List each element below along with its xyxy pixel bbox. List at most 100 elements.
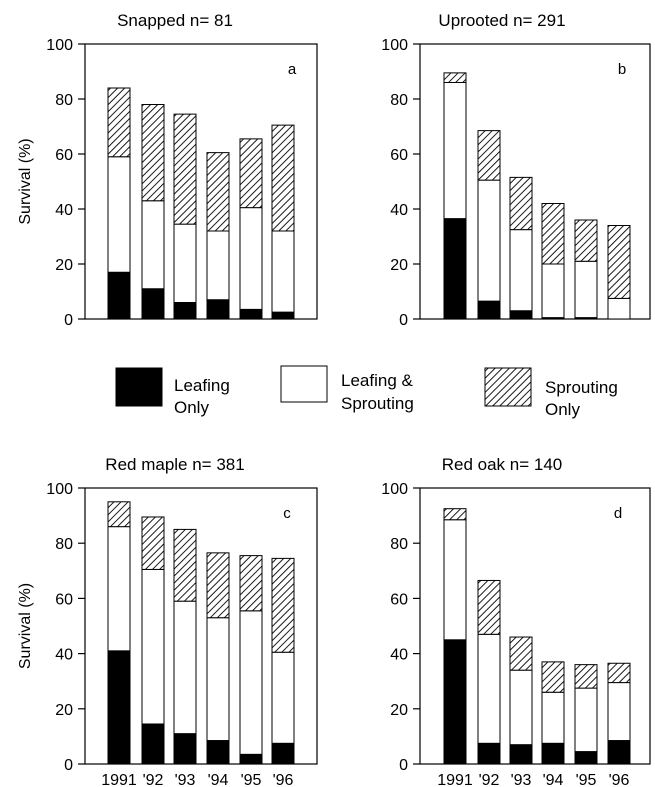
panel-c-bar-0-leafing-only [107, 650, 131, 765]
panel-c-bar-3-sprouting-only [206, 552, 230, 619]
legend-label-sprouting-only-line1: Sprouting [545, 378, 618, 397]
panel-d-frame [419, 487, 651, 765]
panel-b-bar-0-leafing-sprouting [443, 82, 467, 220]
panel-c-ytick-label: 80 [55, 536, 73, 553]
legend-swatch-sprouting-only [484, 367, 532, 407]
panel-d-bar-4-sprouting-only [574, 664, 598, 689]
panel-c-xtick-label: '93 [175, 772, 196, 787]
panel-d-bar-0-leafing-sprouting [443, 519, 467, 641]
panel-c-ytick-label: 60 [55, 591, 73, 608]
panel-a-bar-3-leafing-sprouting [206, 230, 230, 301]
panel-b-title: Uprooted n= 291 [438, 11, 565, 30]
panel-b-ytick-label: 20 [390, 257, 408, 274]
panel-b-bar-1-leafing-sprouting [477, 179, 501, 302]
panel-c-bar-2-sprouting-only [173, 528, 197, 602]
panel-b-letter: b [618, 61, 626, 78]
panel-b: Uprooted n= 291 b 0 20 40 60 80 100 [381, 11, 651, 329]
panel-a-ytick-label: 20 [55, 257, 73, 274]
panel-d-ytick-label: 40 [390, 647, 408, 664]
panel-b-bar-1-sprouting-only [477, 130, 501, 181]
panel-a-frame [84, 43, 318, 320]
panel-c-bar-2-leafing-sprouting [173, 600, 197, 735]
panel-a-bar-3-leafing-only [206, 299, 230, 320]
panel-d-ytick-label: 20 [390, 702, 408, 719]
panel-b-ytick-label: 40 [390, 202, 408, 219]
panel-b-bar-2-sprouting-only [509, 176, 533, 231]
panel-b-ytick-label: 60 [390, 147, 408, 164]
panel-c-xtick-label: '92 [143, 772, 164, 787]
panel-a-bar-3-sprouting-only [206, 152, 230, 232]
panel-c-frame [84, 487, 318, 765]
panel-d-title: Red oak n= 140 [442, 455, 563, 474]
panel-c-title: Red maple n= 381 [105, 455, 244, 474]
legend-label-leafing-sprouting-line1: Leafing & [341, 371, 413, 390]
panel-c-bar-2-leafing-only [173, 733, 197, 765]
panel-a-bar-4-sprouting-only [239, 138, 263, 209]
panel-d-bar-4-leafing-sprouting [574, 687, 598, 753]
panel-c-xtick-label: 1991 [101, 772, 137, 787]
panel-d-bar-5-sprouting-only [607, 662, 631, 684]
panel-b-bar-3-leafing-sprouting [541, 263, 565, 319]
panel-a-bar-0-leafing-only [107, 271, 131, 320]
panel-a-ytick-label: 100 [46, 37, 73, 54]
panel-a-bar-2-leafing-only [173, 302, 197, 320]
panel-a-bar-1-leafing-only [141, 288, 165, 320]
panel-d-bar-3-leafing-sprouting [541, 691, 565, 744]
legend-label-leafing-sprouting-line2: Sprouting [341, 394, 414, 413]
panel-c-bar-4-leafing-sprouting [239, 610, 263, 755]
panel-c-bar-5-leafing-sprouting [271, 651, 295, 744]
panel-b-ytick-label: 0 [399, 312, 408, 329]
panel-a-ytick-label: 80 [55, 92, 73, 109]
panel-a-bar-1-sprouting-only [141, 104, 165, 202]
panel-a-bar-0-sprouting-only [107, 87, 131, 158]
panel-b-ytick-label: 100 [381, 37, 408, 54]
legend-label-sprouting-only-line2: Only [545, 400, 580, 419]
panel-c-ytick-label: 20 [55, 702, 73, 719]
panel-a-bar-5-leafing-sprouting [271, 230, 295, 313]
panel-d-ytick-label: 80 [390, 536, 408, 553]
panel-c-bar-1-leafing-only [141, 723, 165, 765]
panel-c-xtick-label: '96 [273, 772, 294, 787]
panel-a-bar-4-leafing-sprouting [239, 207, 263, 310]
panel-d-xtick-label: 1991 [437, 772, 473, 787]
panel-a-bar-5-sprouting-only [271, 124, 295, 232]
panel-b-frame [419, 43, 651, 320]
panel-d-bar-2-sprouting-only [509, 636, 533, 671]
legend-item-leafing-sprouting: Leafing & Sprouting [280, 365, 414, 413]
panel-d-bar-3-leafing-only [541, 742, 565, 765]
panel-d: Red oak n= 140 d 0 20 40 60 80 100 1991 '92 '93 '94… [381, 455, 651, 787]
panel-a-bar-2-sprouting-only [173, 113, 197, 225]
panel-c-ytick-label: 100 [46, 481, 73, 498]
panel-c-ylabel: Survival (%) [17, 583, 34, 669]
panel-b-bar-4-leafing-sprouting [574, 260, 598, 319]
panel-b-bar-0-leafing-only [443, 218, 467, 320]
panel-d-xtick-label: '95 [576, 772, 597, 787]
panel-c-letter: c [283, 505, 291, 522]
panel-d-bar-1-sprouting-only [477, 579, 501, 635]
panel-c-bar-4-sprouting-only [239, 555, 263, 612]
legend-item-leafing-only: Leafing Only [115, 367, 230, 417]
legend-label-leafing-only-line2: Only [174, 398, 209, 417]
legend-swatch-leafing-sprouting [280, 365, 328, 403]
panel-d-xtick-label: '94 [543, 772, 564, 787]
legend-item-sprouting-only: Sprouting Only [484, 367, 618, 419]
panel-a-ytick-label: 40 [55, 202, 73, 219]
panel-c-bar-5-sprouting-only [271, 557, 295, 653]
panel-a-title: Snapped n= 81 [117, 11, 233, 30]
panel-d-ytick-label: 100 [381, 481, 408, 498]
panel-c-ytick-label: 0 [64, 757, 73, 774]
panel-b-bar-2-leafing-sprouting [509, 229, 533, 312]
panel-d-xtick-label: '96 [609, 772, 630, 787]
panel-d-bar-0-leafing-only [443, 639, 467, 765]
panel-b-bar-2-leafing-only [509, 310, 533, 320]
panel-d-bar-1-leafing-only [477, 742, 501, 765]
panel-a-bar-1-leafing-sprouting [141, 200, 165, 290]
panel-c-bar-4-leafing-only [239, 753, 263, 765]
panel-c-bar-1-leafing-sprouting [141, 568, 165, 725]
panel-a-ylabel: Survival (%) [17, 138, 34, 224]
panel-b-bar-1-leafing-only [477, 300, 501, 320]
panel-d-ytick-label: 60 [390, 591, 408, 608]
panel-a: Snapped n= 81 a 0 20 40 60 80 100 Survival (%) [17, 11, 318, 329]
panel-c-bar-0-sprouting-only [107, 501, 131, 528]
panel-d-bar-2-leafing-only [509, 744, 533, 765]
